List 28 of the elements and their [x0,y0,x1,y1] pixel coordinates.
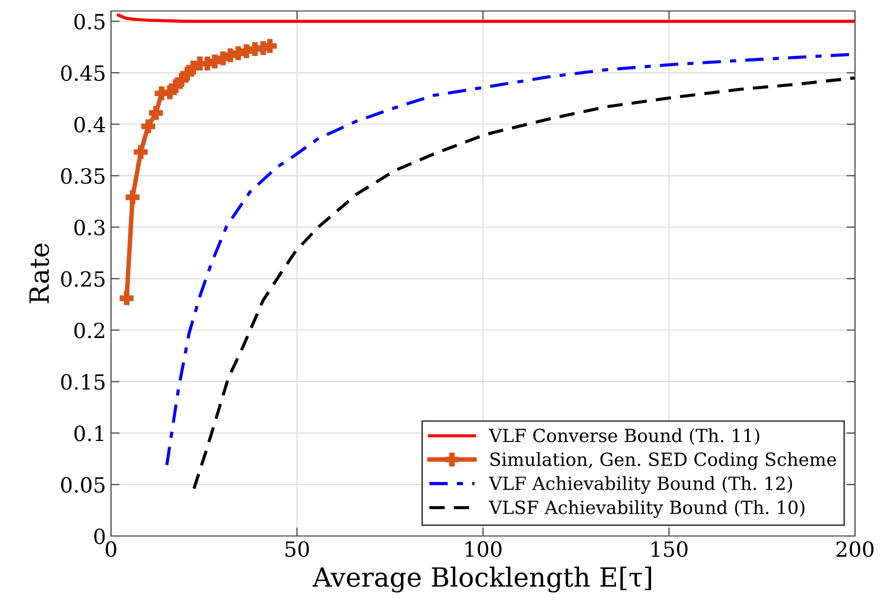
y-tick-label: 0.05 [61,476,105,493]
point [134,145,148,159]
legend-label: Simulation, Gen. SED Coding Scheme [490,452,836,470]
y-tick-label: 0.4 [74,116,106,132]
y-tick-label: 0.3 [74,220,105,236]
line-series [116,14,855,23]
y-tick-label: 0.45 [61,65,105,81]
y-axis-title: Rate [29,244,50,304]
y-tick-label: 0.2 [74,322,104,338]
x-tick-label: 200 [836,541,874,557]
y-tick-label: 0.1 [74,426,104,442]
x-tick-label: 100 [466,541,502,557]
point [149,106,163,120]
y-tick-label: 0.25 [61,271,105,287]
legend-label: VLSF Achievability Bound (Th. 10) [488,500,804,518]
x-tick-label: 0 [106,541,116,557]
y-tick-label: 0 [94,528,105,544]
y-tick-label: 0.35 [61,168,105,184]
x-axis-title: Average Blocklength E[τ] [312,566,652,592]
point [120,291,134,306]
point [126,190,140,204]
legend-label: VLF Achievability Bound (Th. 12) [488,476,792,494]
point [141,119,156,134]
x-tick-label: 150 [652,541,688,557]
x-tick-label: 50 [286,541,309,557]
legend-label: VLF Converse Bound (Th. 11) [488,428,760,445]
y-tick-label: 0.5 [74,14,105,30]
y-tick-label: 0.15 [61,374,105,390]
